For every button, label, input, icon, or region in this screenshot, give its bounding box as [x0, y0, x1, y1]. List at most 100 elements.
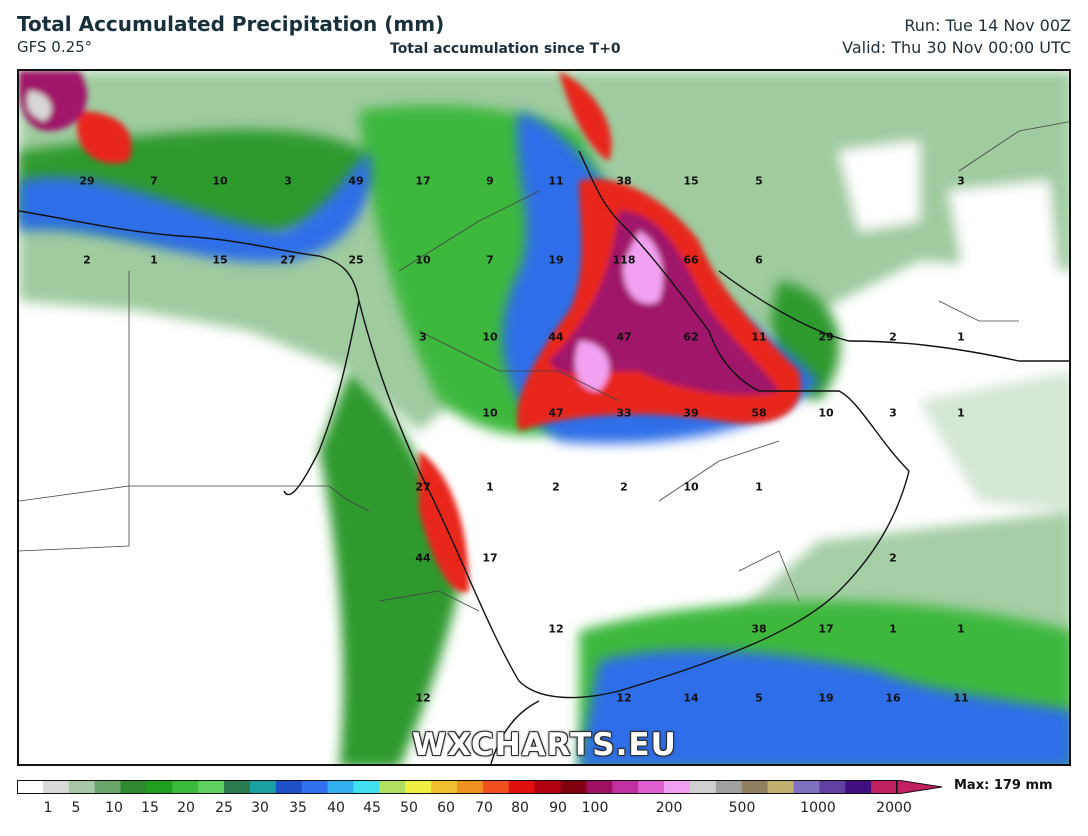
map-value-label: 16 [885, 691, 901, 705]
map-value-label: 49 [348, 174, 364, 188]
map-value-label: 2 [83, 253, 91, 267]
colorbar-segment [664, 780, 691, 794]
map-value-label: 1 [755, 480, 763, 494]
colorbar-segment [689, 780, 717, 794]
colorbar-tick-label: 200 [655, 800, 683, 816]
valid-time: Valid: Thu 30 Nov 00:00 UTC [842, 38, 1071, 57]
colorbar-ticks: 1 5 10 15 20 25 30 35 40 45 50 60 70 80 90 100 200 500 100… [17, 800, 947, 820]
max-label: Max: 179 mm [954, 778, 1053, 793]
map-value-label: 17 [482, 551, 498, 565]
colorbar-segment [586, 780, 613, 794]
map-value-label: 44 [548, 330, 564, 344]
precipitation-map: 29 7 10 3 49 17 9 11 38 15 5 3 2 1 15 27 25 10 7 19 118 66 6 3 1… [17, 69, 1071, 766]
chart-subtitle: Total accumulation since T+0 [390, 41, 621, 57]
map-value-label: 3 [957, 174, 965, 188]
colorbar-segment [638, 780, 665, 794]
colorbar-segment [249, 780, 277, 794]
colorbar-segment [793, 780, 820, 794]
colorbar-tick-label: 500 [728, 800, 756, 816]
map-value-label: 12 [548, 622, 564, 636]
map-value-label: 2 [889, 330, 897, 344]
map-value-label: 19 [548, 253, 564, 267]
colorbar-tick-label: 2000 [876, 800, 912, 816]
map-value-label: 27 [280, 253, 296, 267]
chart-title: Total Accumulated Precipitation (mm) [17, 12, 445, 36]
map-value-label: 10 [482, 406, 498, 420]
colorbar-tick-label: 90 [549, 800, 567, 816]
map-value-label: 7 [150, 174, 158, 188]
map-value-label: 33 [616, 406, 632, 420]
colorbar-tick-label: 100 [581, 800, 609, 816]
borders [19, 121, 1069, 612]
map-value-label: 2 [889, 551, 897, 565]
colorbar-tick-label: 50 [400, 800, 418, 816]
map-value-label: 44 [415, 551, 431, 565]
colorbar-tick-label: 35 [289, 800, 307, 816]
map-value-label: 29 [79, 174, 95, 188]
colorbar-tick-label: 1000 [800, 800, 836, 816]
colorbar-segment [508, 780, 536, 794]
colorbar-tick-label: 40 [327, 800, 345, 816]
colorbar-segment [198, 780, 225, 794]
colorbar-tick-label: 70 [475, 800, 493, 816]
colorbar-tick-label: 45 [363, 800, 381, 816]
map-value-label: 17 [415, 174, 431, 188]
colorbar-tick-label: 30 [251, 800, 269, 816]
map-value-label: 66 [683, 253, 699, 267]
colorbar-segment [42, 780, 70, 794]
colorbar-tick-label: 80 [511, 800, 529, 816]
map-value-label: 19 [818, 691, 834, 705]
colorbar [17, 780, 943, 794]
colorbar-segment [353, 780, 380, 794]
colorbar-segment [120, 780, 147, 794]
coastlines [19, 150, 1069, 764]
map-value-label: 47 [548, 406, 564, 420]
map-value-label: 7 [486, 253, 494, 267]
map-value-label: 1 [150, 253, 158, 267]
model-label: GFS 0.25° [17, 38, 93, 56]
map-value-label: 3 [889, 406, 897, 420]
map-value-label: 29 [818, 330, 834, 344]
map-value-label: 10 [683, 480, 699, 494]
colorbar-segment [275, 780, 303, 794]
colorbar-tick-label: 5 [71, 800, 81, 816]
colorbar-segment [301, 780, 329, 794]
map-value-label: 11 [953, 691, 969, 705]
colorbar-segment [457, 780, 484, 794]
map-value-label: 11 [751, 330, 767, 344]
map-value-label: 27 [415, 480, 431, 494]
colorbar-segment [172, 780, 199, 794]
colorbar-segment [327, 780, 354, 794]
map-value-label: 62 [683, 330, 699, 344]
colorbar-tick-label: 25 [215, 800, 233, 816]
colorbar-tick-label: 20 [177, 800, 195, 816]
map-value-label: 5 [755, 174, 763, 188]
colorbar-tick-label: 1 [43, 800, 53, 816]
colorbar-extend-arrow [896, 780, 943, 794]
map-value-label: 3 [284, 174, 292, 188]
map-value-label: 3 [419, 330, 427, 344]
colorbar-segment [146, 780, 173, 794]
colorbar-segment [17, 780, 44, 794]
colorbar-tick-label: 15 [141, 800, 159, 816]
colorbar-segment [612, 780, 639, 794]
map-value-label: 1 [957, 622, 965, 636]
map-value-label: 38 [751, 622, 767, 636]
map-value-label: 1 [889, 622, 897, 636]
colorbar-segment [560, 780, 587, 794]
colorbar-segment [379, 780, 406, 794]
colorbar-segment [68, 780, 96, 794]
map-value-label: 10 [482, 330, 498, 344]
colorbar-segment [819, 780, 846, 794]
map-value-label: 10 [818, 406, 834, 420]
map-value-label: 12 [616, 691, 632, 705]
colorbar-segment [224, 780, 251, 794]
map-value-label: 10 [212, 174, 228, 188]
map-value-label: 39 [683, 406, 699, 420]
map-value-label: 15 [212, 253, 228, 267]
map-value-label: 14 [683, 691, 699, 705]
colorbar-segment [767, 780, 794, 794]
map-value-label: 47 [616, 330, 632, 344]
colorbar-segment [534, 780, 562, 794]
map-value-label: 17 [818, 622, 834, 636]
